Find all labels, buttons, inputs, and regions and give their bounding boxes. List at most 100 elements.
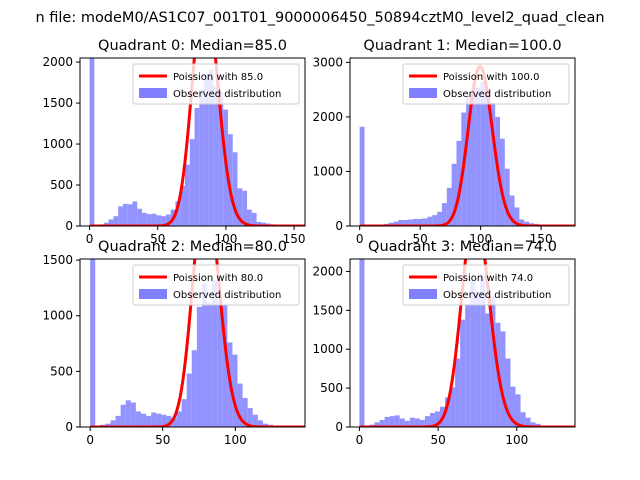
histogram-bar xyxy=(500,331,506,427)
plot-content xyxy=(359,65,575,226)
histogram-bar xyxy=(222,304,228,427)
histogram-bar xyxy=(393,221,399,226)
histogram-bar xyxy=(237,383,243,427)
histogram-bar xyxy=(232,152,238,226)
legend-label-observed: Observed distribution xyxy=(443,290,551,301)
legend-swatch-observed xyxy=(139,289,167,299)
histogram-bar xyxy=(524,221,530,226)
x-tick-label: 100 xyxy=(214,232,237,246)
y-tick-label: 500 xyxy=(320,381,343,395)
histogram-bar xyxy=(122,203,128,226)
histogram-bar xyxy=(103,222,109,226)
histogram-bar xyxy=(412,218,418,226)
histogram-bar xyxy=(227,134,233,226)
histogram-bar xyxy=(441,203,447,226)
histogram-bar xyxy=(379,420,385,427)
histogram-bar xyxy=(110,420,116,427)
histogram-bar xyxy=(252,414,258,427)
panel-title: Quadrant 2: Median=80.0 xyxy=(98,239,287,255)
y-tick-label: 1000 xyxy=(42,137,73,151)
y-tick-label: 0 xyxy=(65,420,73,434)
histogram-bar xyxy=(514,207,520,226)
histogram-bar xyxy=(156,413,162,427)
histogram-bar xyxy=(165,214,171,226)
histogram-bar xyxy=(465,304,471,427)
histogram-bar xyxy=(434,411,440,427)
y-tick-label: 2000 xyxy=(312,264,343,278)
x-tick-label: 100 xyxy=(469,232,492,246)
x-tick-label: 50 xyxy=(150,232,165,246)
histogram-bar xyxy=(409,417,415,427)
histogram-bar xyxy=(108,219,114,226)
histogram-bar xyxy=(359,259,365,427)
histogram-bar xyxy=(404,420,410,427)
histogram-bar xyxy=(132,201,138,226)
legend-swatch-observed xyxy=(139,88,167,98)
histogram-bar xyxy=(525,417,531,427)
histogram-bar xyxy=(194,107,200,226)
histogram-bar xyxy=(470,279,476,427)
histogram-bar xyxy=(186,373,192,427)
histogram-bar xyxy=(176,411,182,427)
histogram-bar xyxy=(359,126,365,226)
histogram-bar xyxy=(455,358,461,427)
histogram-bar xyxy=(535,423,541,427)
histogram-bar xyxy=(237,188,243,226)
histogram-bar xyxy=(261,222,267,226)
histogram-bar xyxy=(490,296,496,427)
panel-title: Quadrant 1: Median=100.0 xyxy=(363,38,561,54)
x-tick-label: 150 xyxy=(283,232,306,246)
y-tick-label: 2000 xyxy=(42,55,73,69)
histogram-bar xyxy=(515,394,521,427)
histogram-bar xyxy=(151,213,157,226)
histogram-bar xyxy=(466,95,471,226)
histogram-bar xyxy=(212,280,218,427)
x-tick-label: 0 xyxy=(86,232,94,246)
histogram-bar xyxy=(125,400,131,427)
histogram-bar xyxy=(374,422,380,427)
histogram-bar xyxy=(185,164,190,226)
histogram-bar xyxy=(142,212,147,226)
legend-box xyxy=(132,264,300,306)
histogram-bar xyxy=(189,139,195,226)
histogram-bar xyxy=(520,412,526,427)
histogram-bar xyxy=(242,190,248,226)
histogram-bar xyxy=(530,422,536,427)
histogram-bar xyxy=(475,291,481,427)
histogram-bar xyxy=(432,215,438,226)
histogram-bar xyxy=(130,402,136,427)
histogram-bar xyxy=(166,415,172,427)
histogram-bar xyxy=(490,102,496,226)
histogram-bar xyxy=(451,163,457,226)
histogram-bar xyxy=(204,73,209,226)
histogram-bar xyxy=(232,354,238,427)
histogram-bar xyxy=(118,206,123,226)
x-tick-label: 50 xyxy=(413,232,428,246)
histogram-bar xyxy=(196,306,202,427)
histogram-bar xyxy=(217,302,223,427)
histogram-bar xyxy=(389,416,395,427)
chart-panel-1: 0 50 100 150 0 1000 2000 3000 Quadrant 1: Median… xyxy=(312,38,576,246)
x-tick-label: 50 xyxy=(430,433,445,447)
legend-label-observed: Observed distribution xyxy=(443,89,551,100)
histogram-bar xyxy=(181,399,187,427)
legend-label-poisson: Poission with 100.0 xyxy=(443,72,539,83)
x-tick-label: 50 xyxy=(155,433,170,447)
histogram-bar xyxy=(510,386,516,427)
histogram-bar xyxy=(470,94,476,226)
legend-box xyxy=(132,63,300,105)
figure-suptitle: n file: modeM0/AS1C07_001T01_9000006450_… xyxy=(35,10,604,26)
histogram-bar xyxy=(394,415,400,427)
histogram-bar xyxy=(89,58,95,226)
histogram-bar xyxy=(156,215,162,226)
histogram-bar xyxy=(171,418,177,427)
histogram-bar xyxy=(446,187,452,226)
legend-swatch-observed xyxy=(409,88,437,98)
x-tick-label: 0 xyxy=(356,433,364,447)
y-tick-label: 500 xyxy=(50,178,73,192)
histogram-bar xyxy=(424,416,430,427)
legend-label-poisson: Poission with 74.0 xyxy=(443,273,533,284)
histogram-bar xyxy=(388,222,394,226)
